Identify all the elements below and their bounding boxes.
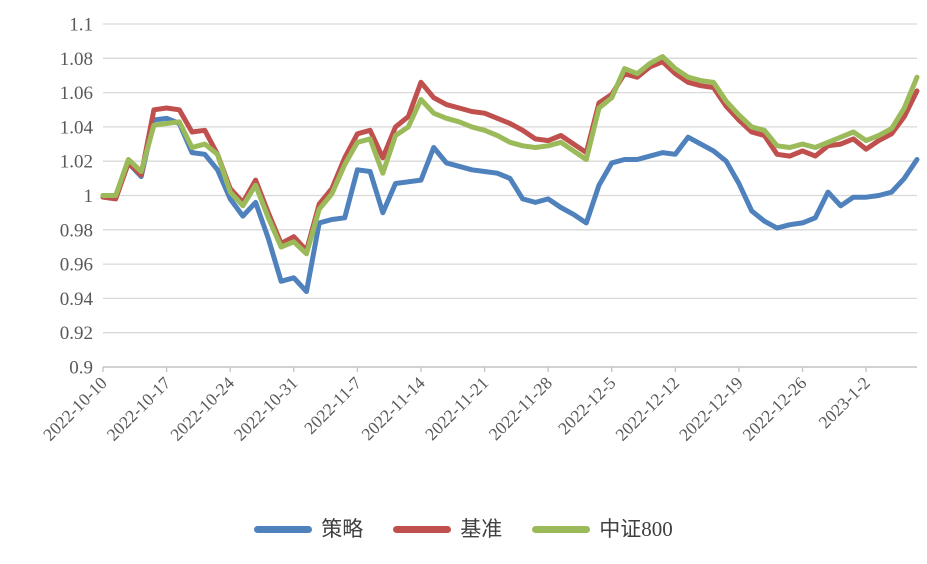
x-axis-label: 2022-12-19 xyxy=(675,373,747,445)
legend-label-benchmark: 基准 xyxy=(460,516,503,541)
y-axis-label: 0.9 xyxy=(69,358,93,379)
benchmark-line-swatch xyxy=(393,525,452,533)
x-axis-label: 2022-11-28 xyxy=(485,373,557,445)
strategy-line-swatch xyxy=(254,525,313,533)
csi800-line xyxy=(100,54,920,257)
x-axis-label: 2022-12-5 xyxy=(554,373,620,439)
y-axis-label: 1.04 xyxy=(60,117,94,138)
x-axis-label: 2022-10-31 xyxy=(230,373,302,445)
y-axis-label: 1.06 xyxy=(60,83,93,104)
y-axis-label: 1.08 xyxy=(60,49,93,70)
legend-label-csi800: 中证800 xyxy=(599,516,673,541)
x-axis-label: 2022-12-26 xyxy=(738,373,810,445)
chart-legend: 策略 基准 中证800 xyxy=(0,508,927,550)
legend-item-strategy: 策略 xyxy=(254,516,364,541)
y-axis-label: 1.02 xyxy=(60,152,93,173)
legend-item-benchmark: 基准 xyxy=(393,516,503,541)
csi800-line-swatch xyxy=(532,525,591,533)
y-axis-label: 1.1 xyxy=(69,15,93,36)
x-axis-label: 2022-10-10 xyxy=(39,373,111,445)
x-axis-label: 2022-10-17 xyxy=(103,373,175,445)
x-axis-label: 2022-10-24 xyxy=(166,373,238,445)
x-axis-label: 2023-1-2 xyxy=(814,373,874,433)
y-axis-label: 0.98 xyxy=(60,220,93,241)
y-axis-label: 0.96 xyxy=(60,255,93,276)
y-axis-label: 0.94 xyxy=(60,289,94,310)
x-axis-label: 2022-12-12 xyxy=(611,373,683,445)
x-axis-label: 2022-11-7 xyxy=(300,373,365,438)
legend-label-strategy: 策略 xyxy=(321,516,364,541)
legend-item-csi800: 中证800 xyxy=(532,516,673,541)
strategy-line xyxy=(100,115,920,294)
x-axis-label: 2022-11-14 xyxy=(357,373,429,445)
y-axis-label: 1 xyxy=(84,186,94,207)
x-axis-label: 2022-11-21 xyxy=(421,373,492,444)
y-axis-label: 0.92 xyxy=(60,323,93,344)
